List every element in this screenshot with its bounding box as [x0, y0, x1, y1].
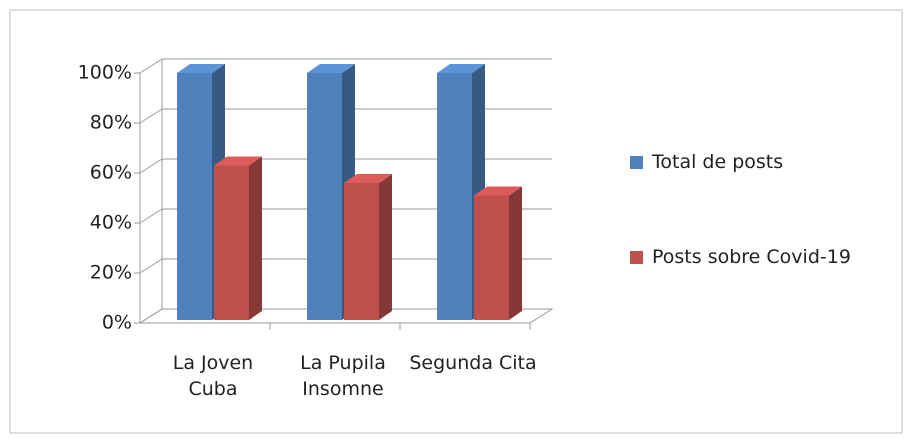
- bar-front: [214, 165, 249, 320]
- legend-label: Total de posts: [652, 151, 784, 173]
- bar-top: [307, 64, 355, 73]
- bar-front: [474, 195, 509, 320]
- grid-line-side: [139, 108, 163, 124]
- bar-side: [379, 174, 392, 320]
- grid-line-side: [139, 158, 163, 174]
- bar-front: [307, 73, 342, 320]
- bar-top: [344, 174, 392, 183]
- bar: [474, 186, 522, 320]
- y-tick-label: 40%: [90, 212, 132, 234]
- bar-front: [344, 183, 379, 320]
- bar-side: [249, 156, 262, 320]
- bar-top: [177, 64, 225, 73]
- y-tick-label: 0%: [102, 312, 132, 334]
- y-tick-label: 100%: [78, 62, 132, 84]
- grid-line-side: [139, 308, 163, 324]
- x-tick-label: La Joven Cuba: [172, 352, 254, 400]
- y-tick-label: 60%: [90, 162, 132, 184]
- legend-swatch: [630, 251, 643, 264]
- legend-swatch: [630, 156, 643, 169]
- grid-line-side: [139, 58, 163, 74]
- legend-label: Posts sobre Covid-19: [652, 246, 851, 268]
- bar-front: [437, 73, 472, 320]
- bar-side: [509, 186, 522, 320]
- grid-line-side: [139, 208, 163, 224]
- grid-line-side: [139, 258, 163, 274]
- y-tick-label: 20%: [90, 262, 132, 284]
- bar-top: [437, 64, 485, 73]
- bar-top: [474, 186, 522, 196]
- bar: [344, 174, 392, 320]
- bar-top: [214, 156, 262, 166]
- y-tick-label: 80%: [90, 112, 132, 134]
- x-tick-label: Segunda Cita: [409, 352, 537, 374]
- bar-front: [177, 73, 212, 320]
- bar: [214, 156, 262, 320]
- x-tick-label: La Pupila Insomne: [300, 352, 386, 400]
